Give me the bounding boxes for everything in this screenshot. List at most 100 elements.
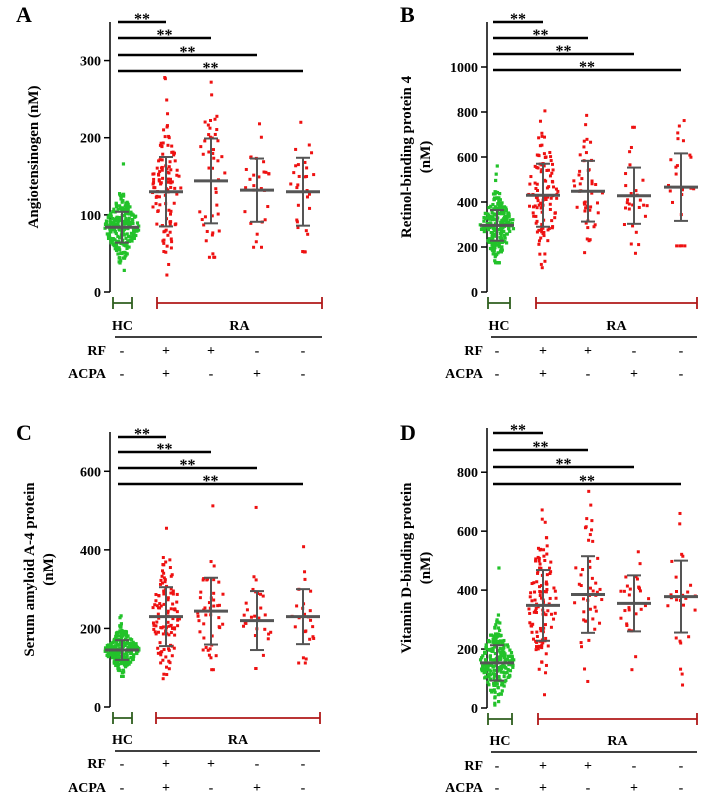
data-point — [160, 574, 164, 578]
data-point — [109, 641, 113, 646]
data-point — [627, 207, 631, 211]
data-point — [151, 205, 155, 209]
data-point — [114, 204, 119, 209]
acpa-status: + — [253, 781, 261, 796]
data-point — [220, 155, 224, 159]
data-point — [502, 229, 506, 234]
data-point — [538, 594, 542, 598]
data-point — [534, 557, 538, 561]
data-point — [172, 153, 176, 157]
data-point — [582, 139, 586, 143]
data-point — [263, 627, 267, 631]
data-point — [116, 207, 120, 211]
data-point — [489, 688, 493, 692]
acpa-row-label: ACPA — [445, 781, 484, 796]
data-point — [158, 170, 162, 174]
data-point — [537, 242, 541, 246]
data-point — [158, 158, 162, 162]
data-point — [173, 223, 177, 227]
data-point — [680, 672, 684, 676]
data-point — [548, 150, 552, 154]
data-point — [502, 674, 506, 679]
data-point — [296, 163, 300, 167]
data-point — [544, 636, 548, 640]
y-tick-label: 200 — [80, 622, 101, 637]
data-point — [532, 581, 536, 585]
data-point — [588, 565, 592, 569]
data-point — [538, 626, 542, 630]
data-point — [114, 663, 118, 668]
data-point — [486, 665, 490, 669]
data-point — [165, 673, 169, 677]
data-point — [303, 612, 307, 616]
data-point — [292, 171, 296, 175]
y-tick-label: 0 — [94, 286, 101, 301]
significance-label: ** — [157, 441, 173, 458]
data-point — [496, 202, 500, 206]
data-point — [242, 624, 246, 628]
data-point — [122, 194, 126, 198]
data-point — [583, 667, 587, 671]
data-point — [494, 638, 498, 642]
data-point — [113, 238, 117, 242]
data-point — [154, 632, 158, 636]
significance-label: ** — [556, 456, 572, 473]
data-point — [160, 158, 164, 162]
data-point — [678, 511, 682, 515]
data-point — [542, 230, 546, 234]
data-point — [175, 168, 179, 172]
data-point — [626, 198, 630, 202]
data-point — [542, 164, 546, 168]
data-point — [500, 218, 504, 222]
data-point — [130, 212, 134, 216]
data-point — [540, 660, 544, 664]
data-point — [494, 178, 498, 183]
data-point — [500, 228, 504, 232]
data-point — [163, 580, 167, 584]
data-point — [167, 171, 171, 175]
data-point — [623, 609, 627, 613]
data-point — [493, 651, 497, 656]
hc-label: HC — [490, 734, 511, 749]
data-point — [168, 566, 172, 570]
acpa-status: - — [301, 367, 306, 382]
data-point — [175, 592, 179, 596]
data-point — [533, 590, 537, 594]
data-point — [129, 231, 134, 235]
data-point — [130, 645, 135, 649]
rf-status: - — [679, 759, 684, 774]
data-point — [127, 245, 131, 249]
data-point — [127, 216, 131, 220]
data-point — [252, 184, 256, 188]
data-point — [152, 623, 156, 627]
data-point — [635, 577, 639, 581]
data-point — [309, 589, 313, 593]
data-point — [539, 262, 543, 266]
acpa-status: - — [679, 367, 684, 382]
data-point — [540, 143, 544, 147]
data-point — [201, 152, 205, 156]
data-point — [107, 213, 111, 218]
data-point — [295, 186, 299, 190]
data-point — [671, 200, 675, 204]
data-point — [544, 536, 548, 540]
data-point — [311, 635, 315, 639]
data-point — [111, 210, 115, 214]
data-point — [134, 644, 138, 648]
data-point — [536, 188, 540, 192]
group-RF-ACPA+ — [617, 125, 651, 255]
data-point — [627, 628, 631, 632]
data-point — [536, 555, 540, 559]
data-point — [122, 227, 126, 232]
data-point — [498, 639, 503, 643]
data-point — [208, 126, 212, 130]
data-point — [499, 230, 504, 235]
data-point — [554, 187, 558, 191]
data-point — [494, 636, 498, 640]
data-point — [483, 650, 487, 654]
data-point — [169, 607, 173, 611]
data-point — [104, 219, 109, 223]
data-point — [492, 668, 496, 672]
y-tick-label: 600 — [457, 151, 478, 166]
data-point — [131, 657, 135, 661]
